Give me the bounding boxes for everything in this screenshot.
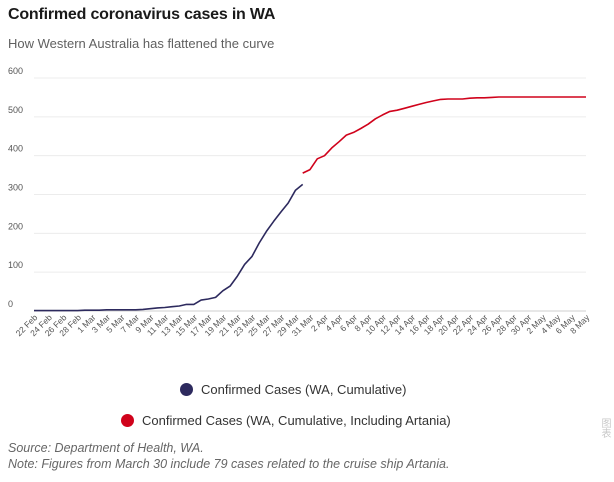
y-tick-label: 600 xyxy=(8,66,23,76)
credit-watermark: 图表 xyxy=(599,418,610,438)
y-tick-label: 200 xyxy=(8,221,23,231)
chart-title: Confirmed coronavirus cases in WA xyxy=(8,6,276,23)
legend-label: Confirmed Cases (WA, Cumulative) xyxy=(201,382,407,397)
legend-item-wa-including-artania[interactable]: Confirmed Cases (WA, Cumulative, Includi… xyxy=(121,413,451,428)
legend-item-wa-cumulative[interactable]: Confirmed Cases (WA, Cumulative) xyxy=(180,382,406,397)
footnote: Note: Figures from March 30 include 79 c… xyxy=(8,457,450,471)
legend-marker-icon xyxy=(180,383,193,396)
source-note: Source: Department of Health, WA. xyxy=(8,441,204,455)
chart-subtitle: How Western Australia has flattened the … xyxy=(8,36,275,51)
series-line-1 xyxy=(302,96,586,174)
y-tick-label: 100 xyxy=(8,260,23,270)
y-tick-label: 0 xyxy=(8,299,13,309)
legend-marker-icon xyxy=(121,414,134,427)
series-line-0 xyxy=(34,183,304,312)
legend-label: Confirmed Cases (WA, Cumulative, Includi… xyxy=(142,413,451,428)
y-tick-label: 400 xyxy=(8,144,23,154)
y-tick-label: 300 xyxy=(8,183,23,193)
y-tick-label: 500 xyxy=(8,105,23,115)
